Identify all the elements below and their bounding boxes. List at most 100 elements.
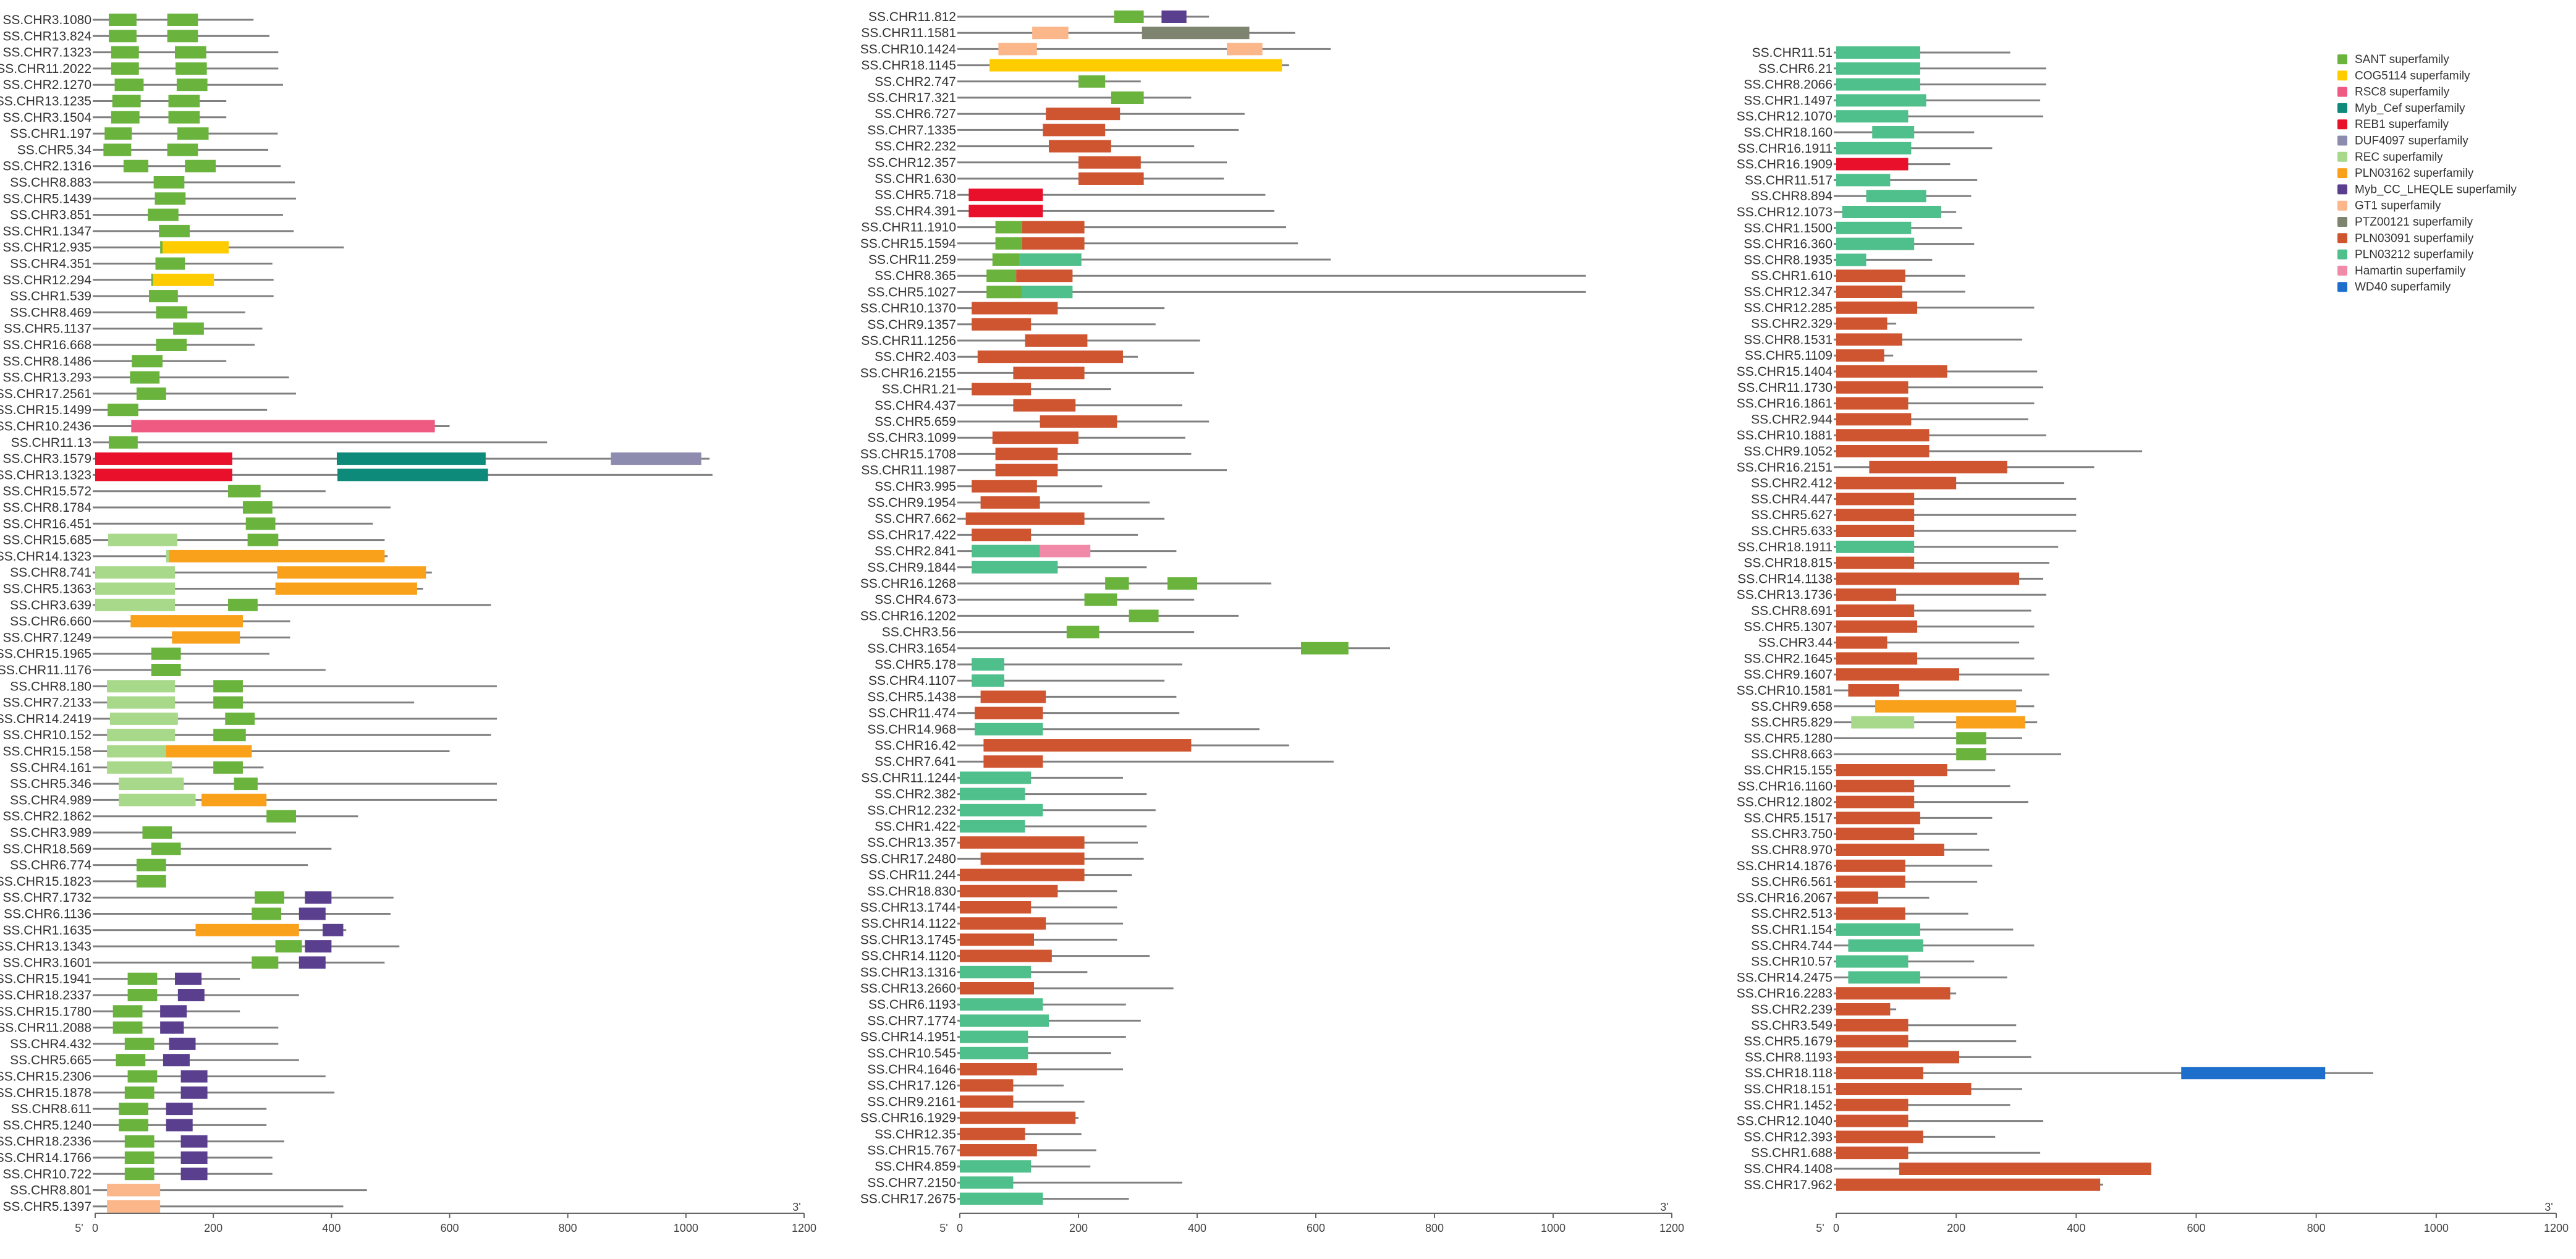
protein-label: SS.CHR2.329 (1751, 317, 1832, 331)
domain-box (1836, 365, 1947, 378)
protein-row: SS.CHR5.1397 (2, 1200, 344, 1214)
domain-box (1956, 732, 1986, 745)
domain-box (986, 269, 1017, 282)
protein-label: SS.CHR11.474 (868, 706, 956, 721)
protein-label: SS.CHR4.859 (875, 1159, 956, 1174)
protein-row: SS.CHR1.21 (882, 383, 1111, 397)
protein-label: SS.CHR2.403 (875, 350, 956, 364)
domain-box (1836, 1178, 2101, 1191)
protein-label: SS.CHR5.718 (875, 188, 956, 202)
domain-box (972, 383, 1032, 396)
domain-box (1161, 11, 1187, 23)
protein-label: SS.CHR8.469 (10, 305, 91, 320)
protein-label: SS.CHR8.1531 (1743, 333, 1832, 347)
domain-box (611, 452, 701, 465)
protein-label: SS.CHR5.1679 (1743, 1035, 1832, 1049)
protein-label: SS.CHR5.829 (1751, 716, 1832, 730)
legend-label: PLN03091 superfamily (2355, 232, 2474, 245)
domain-box (1836, 556, 1915, 569)
protein-row: SS.CHR11.1910 (861, 221, 1286, 235)
protein-row: SS.CHR17.321 (867, 91, 1192, 105)
protein-row: SS.CHR2.239 (1751, 1003, 1897, 1017)
domain-box (108, 404, 138, 417)
domain-box (242, 501, 273, 514)
protein-row: SS.CHR1.1452 (1743, 1098, 2010, 1113)
domain-box (1836, 174, 1891, 187)
domain-box (155, 257, 185, 270)
protein-label: SS.CHR8.180 (10, 679, 91, 693)
protein-row: SS.CHR3.1080 (2, 13, 254, 27)
protein-label: SS.CHR7.2133 (2, 696, 91, 710)
domain-box (166, 1103, 193, 1116)
protein-label: SS.CHR5.1439 (2, 192, 91, 206)
protein-label: SS.CHR5.659 (875, 415, 956, 429)
protein-label: SS.CHR14.1138 (1737, 572, 1832, 586)
axis-tick-label: 1200 (2544, 1222, 2569, 1234)
protein-label: SS.CHR17.422 (867, 528, 956, 542)
protein-row: SS.CHR13.824 (2, 29, 269, 43)
protein-label: SS.CHR16.451 (2, 517, 91, 531)
legend-label: COG5114 superfamily (2355, 69, 2470, 82)
domain-box (195, 923, 299, 936)
protein-row: SS.CHR10.2436 (0, 420, 450, 434)
protein-row: SS.CHR2.1862 (2, 810, 358, 824)
axis-tick-label: 1000 (1541, 1222, 1566, 1234)
domain-box (167, 143, 198, 156)
axis-tick-label: 400 (2067, 1222, 2085, 1234)
domain-box (127, 989, 158, 1001)
protein-label: SS.CHR15.1404 (1737, 365, 1833, 379)
legend-item: GT1 superfamily (2337, 200, 2441, 213)
domain-box (160, 1021, 184, 1034)
protein-row: SS.CHR11.1176 (0, 663, 326, 677)
domain-box (960, 949, 1052, 962)
protein-row: SS.CHR2.232 (875, 140, 1195, 154)
domain-box (960, 787, 1025, 800)
protein-label: SS.CHR9.1052 (1743, 444, 1832, 459)
protein-row: SS.CHR13.1316 (860, 965, 1088, 980)
domain-box (1836, 636, 1888, 649)
protein-label: SS.CHR11.51 (1752, 46, 1832, 60)
protein-label: SS.CHR5.1307 (1743, 620, 1832, 634)
protein-row: SS.CHR15.572 (2, 485, 326, 499)
protein-label: SS.CHR3.44 (1758, 636, 1833, 650)
protein-row: SS.CHR7.1249 (2, 630, 290, 645)
legend-label: Myb_CC_LHEQLE superfamily (2355, 183, 2517, 196)
domain-box (151, 842, 181, 855)
legend-label: SANT superfamily (2355, 53, 2449, 66)
protein-row: SS.CHR3.44 (1758, 636, 2020, 650)
protein-row: SS.CHR12.1073 (1737, 205, 1957, 219)
protein-row: SS.CHR18.815 (1743, 556, 2049, 570)
protein-row: SS.CHR15.1941 (0, 972, 240, 986)
axis-tick-label: 1000 (2424, 1222, 2449, 1234)
domain-box (960, 868, 1085, 881)
axis-start-label: 5' (939, 1222, 947, 1234)
axis-tick-label: 1200 (792, 1222, 816, 1234)
protein-label: SS.CHR11.259 (868, 253, 956, 267)
legend-item: SANT superfamily (2337, 53, 2449, 66)
protein-label: SS.CHR11.812 (868, 10, 956, 24)
domain-box (1836, 94, 1926, 107)
axis-end-label: 3' (2544, 1201, 2553, 1213)
protein-label: SS.CHR6.21 (1758, 62, 1832, 76)
domain-box (305, 891, 332, 904)
protein-row: SS.CHR11.2022 (0, 62, 279, 76)
axis: 0 200 400 600 800 1000 1200 5' 3' (939, 1201, 1684, 1234)
protein-row: SS.CHR16.451 (2, 517, 373, 531)
protein-label: SS.CHR16.1160 (1737, 779, 1832, 794)
domain-box (972, 545, 1040, 557)
domain-box (127, 972, 158, 985)
legend-swatch (2337, 168, 2347, 179)
protein-label: SS.CHR8.1193 (1745, 1050, 1832, 1064)
domain-box (167, 30, 198, 43)
domain-box (1836, 795, 1915, 808)
domain-box (252, 907, 282, 920)
protein-row: SS.CHR5.1027 (867, 285, 1586, 299)
protein-label: SS.CHR1.539 (10, 289, 91, 303)
protein-row: SS.CHR10.722 (2, 1167, 273, 1181)
protein-row: SS.CHR2.1270 (2, 78, 283, 92)
protein-label: SS.CHR18.815 (1743, 556, 1832, 570)
protein-row: SS.CHR5.34 (17, 143, 269, 157)
protein-row: SS.CHR7.2150 (867, 1176, 1182, 1190)
domain-box (960, 901, 1032, 914)
domain-box (972, 318, 1032, 331)
